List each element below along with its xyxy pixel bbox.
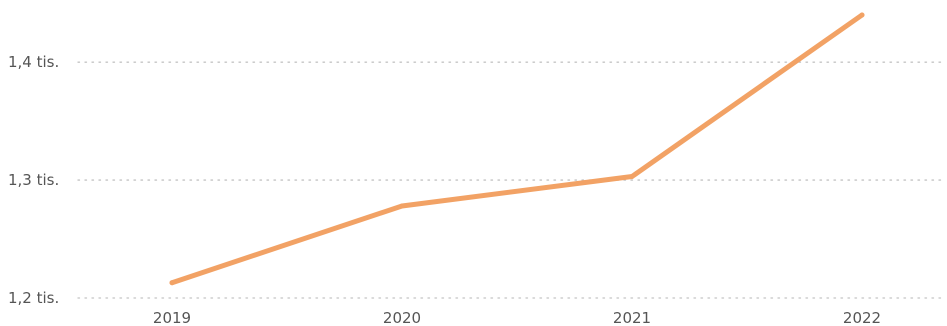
x-axis-tick-labels: 2019 2020 2021 2022 <box>153 309 881 326</box>
y-tick-label: 1,2 tis. <box>8 289 59 307</box>
data-point <box>859 12 865 18</box>
series-layer <box>169 12 865 286</box>
y-tick-label: 1,4 tis. <box>8 53 59 71</box>
y-axis-tick-labels: 1,2 tis. 1,3 tis. 1,4 tis. <box>8 53 59 307</box>
data-point <box>629 174 635 179</box>
x-tick-label: 2019 <box>153 309 191 326</box>
grid-lines <box>77 61 946 299</box>
x-tick-label: 2021 <box>613 309 651 326</box>
data-point <box>399 203 405 209</box>
x-tick-label: 2020 <box>383 309 421 326</box>
series-line <box>169 12 865 286</box>
y-tick-label: 1,3 tis. <box>8 171 59 189</box>
data-point <box>169 280 175 286</box>
x-tick-label: 2022 <box>843 309 881 326</box>
